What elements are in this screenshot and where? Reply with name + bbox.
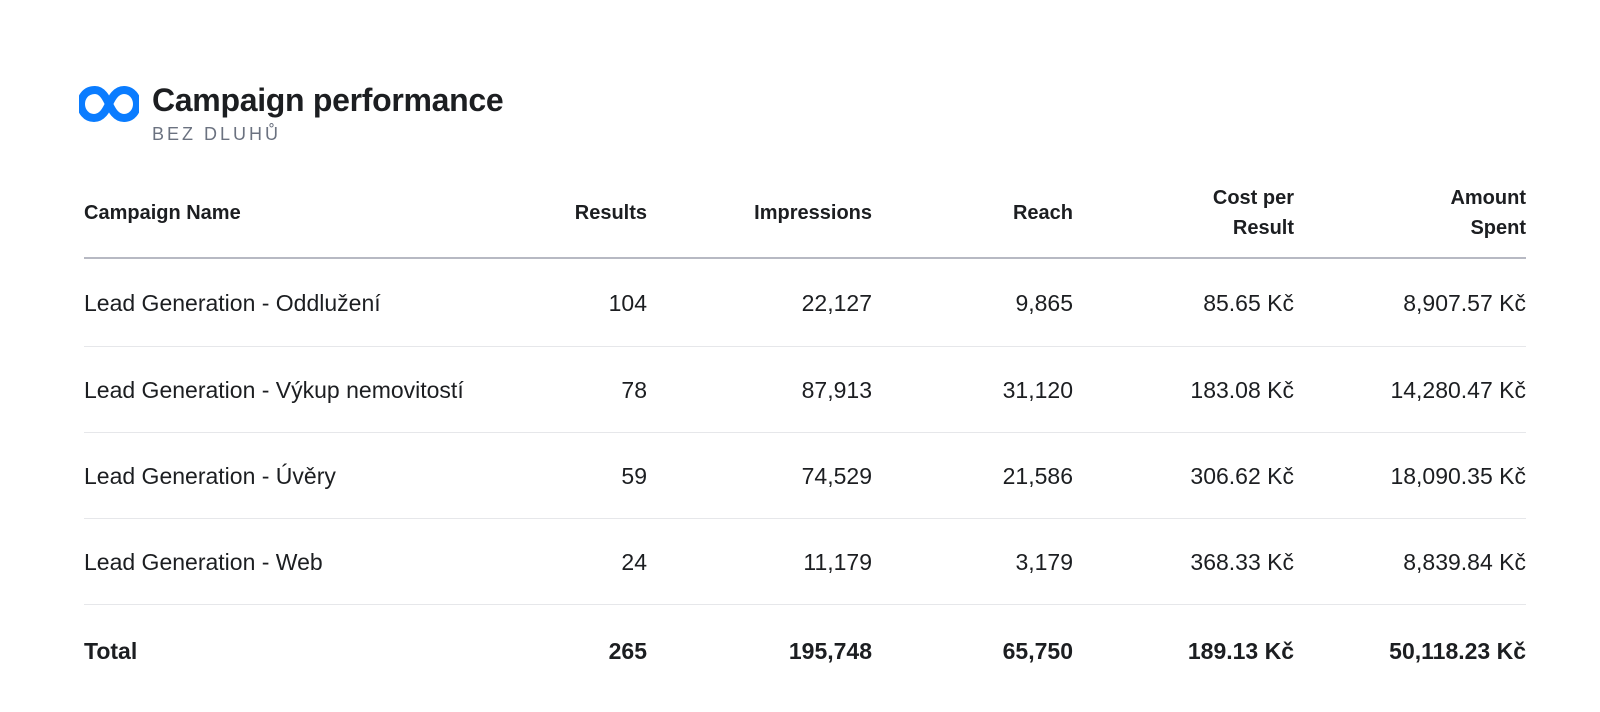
impressions-cell: 22,127 (647, 258, 872, 347)
results-cell: 24 (564, 518, 647, 605)
results-cell: 104 (564, 258, 647, 347)
campaign-performance-table: Campaign Name Results Impressions Reach … (84, 183, 1526, 697)
results-cell: 78 (564, 346, 647, 433)
cost-per-result-cell: 183.08 Kč (1073, 346, 1294, 433)
total-results: 265 (608, 638, 647, 664)
report-header: Campaign performance BEZ DLUHŮ (79, 80, 504, 145)
meta-infinity-icon (79, 86, 139, 122)
cost-per-result-cell: 306.62 Kč (1073, 432, 1294, 519)
impressions-cell: 74,529 (647, 432, 872, 519)
reach-cell: 3,179 (872, 518, 1073, 605)
impressions-cell: 87,913 (647, 346, 872, 433)
total-row: Total 265 195,748 65,750 189.13 Kč 50,11… (84, 605, 1526, 698)
column-header-amount-spent[interactable]: Amount Spent (1294, 183, 1526, 259)
reach-cell: 21,586 (872, 432, 1073, 519)
column-header-impressions[interactable]: Impressions (647, 183, 872, 259)
campaign-name-cell: Lead Generation - Web (84, 518, 564, 605)
amount-spent-cell: 14,280.47 Kč (1294, 346, 1526, 433)
total-amount-spent: 50,118.23 Kč (1389, 638, 1526, 664)
table-row[interactable]: Lead Generation - Web 24 11,179 3,179 36… (84, 518, 1526, 605)
total-label: Total (84, 638, 138, 664)
column-header-results[interactable]: Results (564, 183, 647, 259)
campaign-name-cell: Lead Generation - Výkup nemovitostí (84, 346, 564, 433)
header-titles: Campaign performance BEZ DLUHŮ (152, 80, 504, 145)
impressions-cell: 11,179 (647, 518, 872, 605)
table-row[interactable]: Lead Generation - Oddlužení 104 22,127 9… (84, 258, 1526, 347)
campaign-name-cell: Lead Generation - Oddlužení (84, 258, 564, 347)
page-title: Campaign performance (152, 82, 504, 118)
column-header-reach[interactable]: Reach (872, 183, 1073, 259)
column-header-cost-per-result[interactable]: Cost per Result (1073, 183, 1294, 259)
campaign-name-cell: Lead Generation - Úvěry (84, 432, 564, 519)
amount-spent-cell: 18,090.35 Kč (1294, 432, 1526, 519)
column-header-campaign-name[interactable]: Campaign Name (84, 183, 564, 259)
reach-cell: 9,865 (872, 258, 1073, 347)
table-header-row: Campaign Name Results Impressions Reach … (84, 183, 1526, 259)
amount-spent-cell: 8,839.84 Kč (1294, 518, 1526, 605)
cost-per-result-cell: 368.33 Kč (1073, 518, 1294, 605)
cost-per-result-cell: 85.65 Kč (1073, 258, 1294, 347)
table-row[interactable]: Lead Generation - Výkup nemovitostí 78 8… (84, 346, 1526, 433)
reach-cell: 31,120 (872, 346, 1073, 433)
total-reach: 65,750 (1002, 638, 1073, 664)
table-row[interactable]: Lead Generation - Úvěry 59 74,529 21,586… (84, 432, 1526, 519)
total-impressions: 195,748 (788, 638, 872, 664)
amount-spent-cell: 8,907.57 Kč (1294, 258, 1526, 347)
account-name: BEZ DLUHŮ (152, 124, 282, 144)
results-cell: 59 (564, 432, 647, 519)
total-cost-per-result: 189.13 Kč (1187, 638, 1294, 664)
